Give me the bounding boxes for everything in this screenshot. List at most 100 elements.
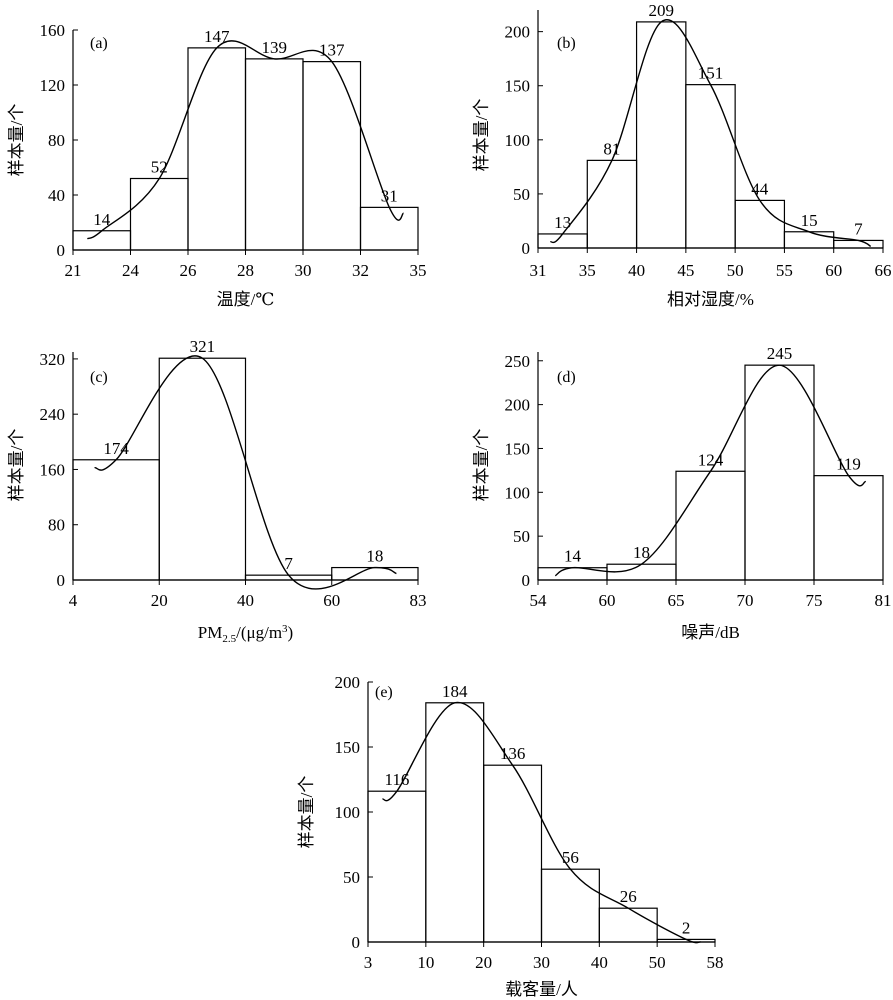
bar-value-label: 116 — [384, 770, 409, 789]
y-tick-label: 0 — [57, 571, 66, 590]
x-tick-label: 54 — [530, 591, 548, 610]
histogram-bar — [537, 233, 588, 249]
histogram-bar — [685, 84, 736, 249]
x-tick-label: 3 — [364, 953, 373, 972]
bar-value-label: 184 — [442, 682, 468, 701]
panel-label: (e) — [375, 684, 393, 701]
bar-value-label: 139 — [262, 38, 288, 57]
fitted-curve — [382, 702, 701, 944]
y-tick-label: 0 — [352, 933, 361, 952]
chart-panel-c: 0 80 160 240 320 4 20 40 60 83 174 321 7 18 (c) 样本量/个 PM… — [7, 337, 427, 645]
histogram-bar — [331, 566, 419, 581]
bar-value-label: 137 — [319, 41, 345, 60]
y-tick-label: 100 — [505, 483, 531, 502]
histogram-bar — [833, 239, 884, 249]
panel-label: (d) — [557, 369, 576, 386]
x-tick-label: 26 — [180, 261, 197, 280]
histogram-bar — [586, 159, 638, 249]
y-axis-label: 样本量/个 — [472, 99, 491, 172]
y-tick-label: 50 — [513, 527, 530, 546]
y-tick-label: 0 — [57, 241, 66, 260]
bar-value-label: 7 — [284, 554, 293, 573]
y-tick-label: 150 — [505, 77, 531, 96]
bar-value-label: 136 — [500, 744, 526, 763]
x-tick-label: 35 — [579, 261, 596, 280]
bar-value-label: 18 — [366, 547, 383, 566]
x-tick-label: 24 — [122, 261, 140, 280]
y-tick-label: 100 — [335, 803, 361, 822]
bar-value-label: 174 — [103, 439, 129, 458]
x-tick-label: 30 — [533, 953, 550, 972]
x-tick-label: 40 — [628, 261, 645, 280]
bar-value-label: 26 — [620, 887, 637, 906]
bar-value-label: 15 — [801, 211, 818, 230]
bar-value-label: 13 — [554, 213, 571, 232]
x-tick-label: 60 — [825, 261, 842, 280]
y-tick-label: 200 — [335, 673, 361, 692]
x-tick-label: 58 — [707, 953, 724, 972]
x-axis-label: 噪声/dB — [681, 623, 740, 642]
y-tick-label: 160 — [40, 21, 66, 40]
histogram-bar — [540, 868, 600, 943]
x-tick-label: 30 — [295, 261, 312, 280]
x-tick-label: 75 — [806, 591, 823, 610]
x-tick-label: 10 — [417, 953, 434, 972]
x-tick-label: 55 — [776, 261, 793, 280]
y-tick-label: 250 — [505, 352, 531, 371]
panel-label: (a) — [90, 35, 108, 52]
x-tick-label: 70 — [737, 591, 754, 610]
fitted-curve — [87, 40, 405, 240]
x-tick-label: 60 — [323, 591, 340, 610]
panel-label: (b) — [557, 35, 576, 52]
histogram-bar — [537, 567, 608, 581]
histogram-bar — [359, 206, 419, 251]
histogram-bar — [483, 764, 543, 943]
y-tick-label: 200 — [505, 23, 531, 42]
x-axis-label: PM2.5/(μg/m3) — [198, 623, 293, 645]
bar-value-label: 321 — [190, 337, 216, 356]
bar-value-label: 245 — [767, 344, 793, 363]
bar-value-label: 14 — [564, 547, 582, 566]
x-tick-label: 40 — [591, 953, 608, 972]
fitted-curve — [549, 19, 872, 248]
y-tick-label: 80 — [48, 516, 65, 535]
histogram-bar — [635, 21, 687, 249]
y-tick-label: 150 — [505, 439, 531, 458]
x-tick-label: 31 — [530, 261, 547, 280]
bar-value-label: 151 — [698, 64, 724, 83]
bar-value-label: 56 — [562, 848, 579, 867]
bar-value-label: 31 — [381, 186, 398, 205]
y-tick-label: 50 — [513, 185, 530, 204]
y-tick-label: 0 — [522, 239, 531, 258]
fitted-curve — [554, 364, 867, 577]
x-tick-label: 83 — [410, 591, 427, 610]
y-tick-label: 0 — [522, 571, 531, 590]
bar-value-label: 2 — [682, 918, 691, 937]
x-tick-label: 35 — [410, 261, 427, 280]
x-axis-label: 载客量/人 — [505, 980, 578, 999]
histogram-bar — [367, 790, 427, 943]
y-tick-label: 160 — [40, 460, 66, 479]
y-axis-label: 样本量/个 — [7, 104, 26, 177]
histogram-bar — [425, 702, 485, 943]
x-tick-label: 60 — [599, 591, 616, 610]
x-tick-label: 20 — [151, 591, 168, 610]
x-tick-label: 50 — [727, 261, 744, 280]
bar-value-label: 18 — [633, 543, 650, 562]
histogram-bar — [158, 357, 247, 581]
y-tick-label: 40 — [48, 186, 65, 205]
bar-value-label: 7 — [854, 219, 863, 238]
x-tick-label: 66 — [875, 261, 892, 280]
x-tick-label: 28 — [237, 261, 254, 280]
histogram-bar — [187, 47, 247, 251]
histogram-bar — [734, 199, 786, 249]
bar-value-label: 119 — [836, 455, 861, 474]
bar-value-label: 81 — [603, 139, 620, 158]
histogram-bar — [72, 459, 160, 581]
y-tick-label: 120 — [40, 76, 66, 95]
x-tick-label: 4 — [69, 591, 78, 610]
bar-value-label: 14 — [93, 210, 111, 229]
